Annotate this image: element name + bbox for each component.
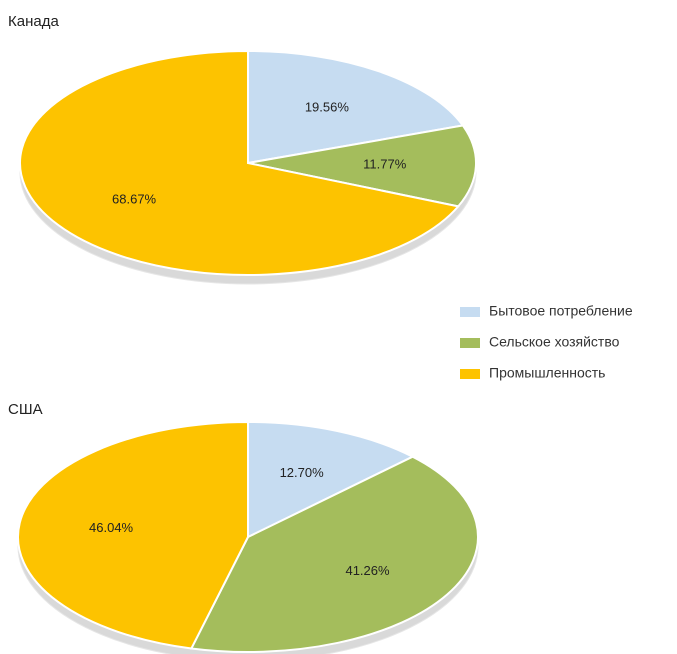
- pie-slice: [247, 124, 477, 208]
- pie-slice: [17, 420, 249, 650]
- slice-label: 41.26%: [345, 563, 390, 578]
- legend-swatch: [460, 307, 480, 317]
- chart-title: Канада: [8, 13, 59, 30]
- slice-label: 12.70%: [280, 465, 325, 480]
- legend-label: Бытовое потребление: [489, 303, 633, 319]
- legend-swatch: [460, 369, 480, 379]
- legend-label: Сельское хозяйство: [489, 334, 620, 350]
- slice-label: 19.56%: [305, 100, 350, 115]
- slice-label: 68.67%: [112, 192, 157, 207]
- slice-label: 11.77%: [363, 156, 407, 171]
- pie-slice: [189, 455, 479, 653]
- legend-swatch: [460, 338, 480, 348]
- pie-slice: [247, 49, 465, 165]
- chart-title: США: [8, 401, 43, 418]
- pie-slice: [19, 49, 461, 276]
- slice-label: 46.04%: [89, 520, 134, 535]
- legend-label: Промышленность: [489, 365, 605, 381]
- pie-slice: [247, 420, 415, 539]
